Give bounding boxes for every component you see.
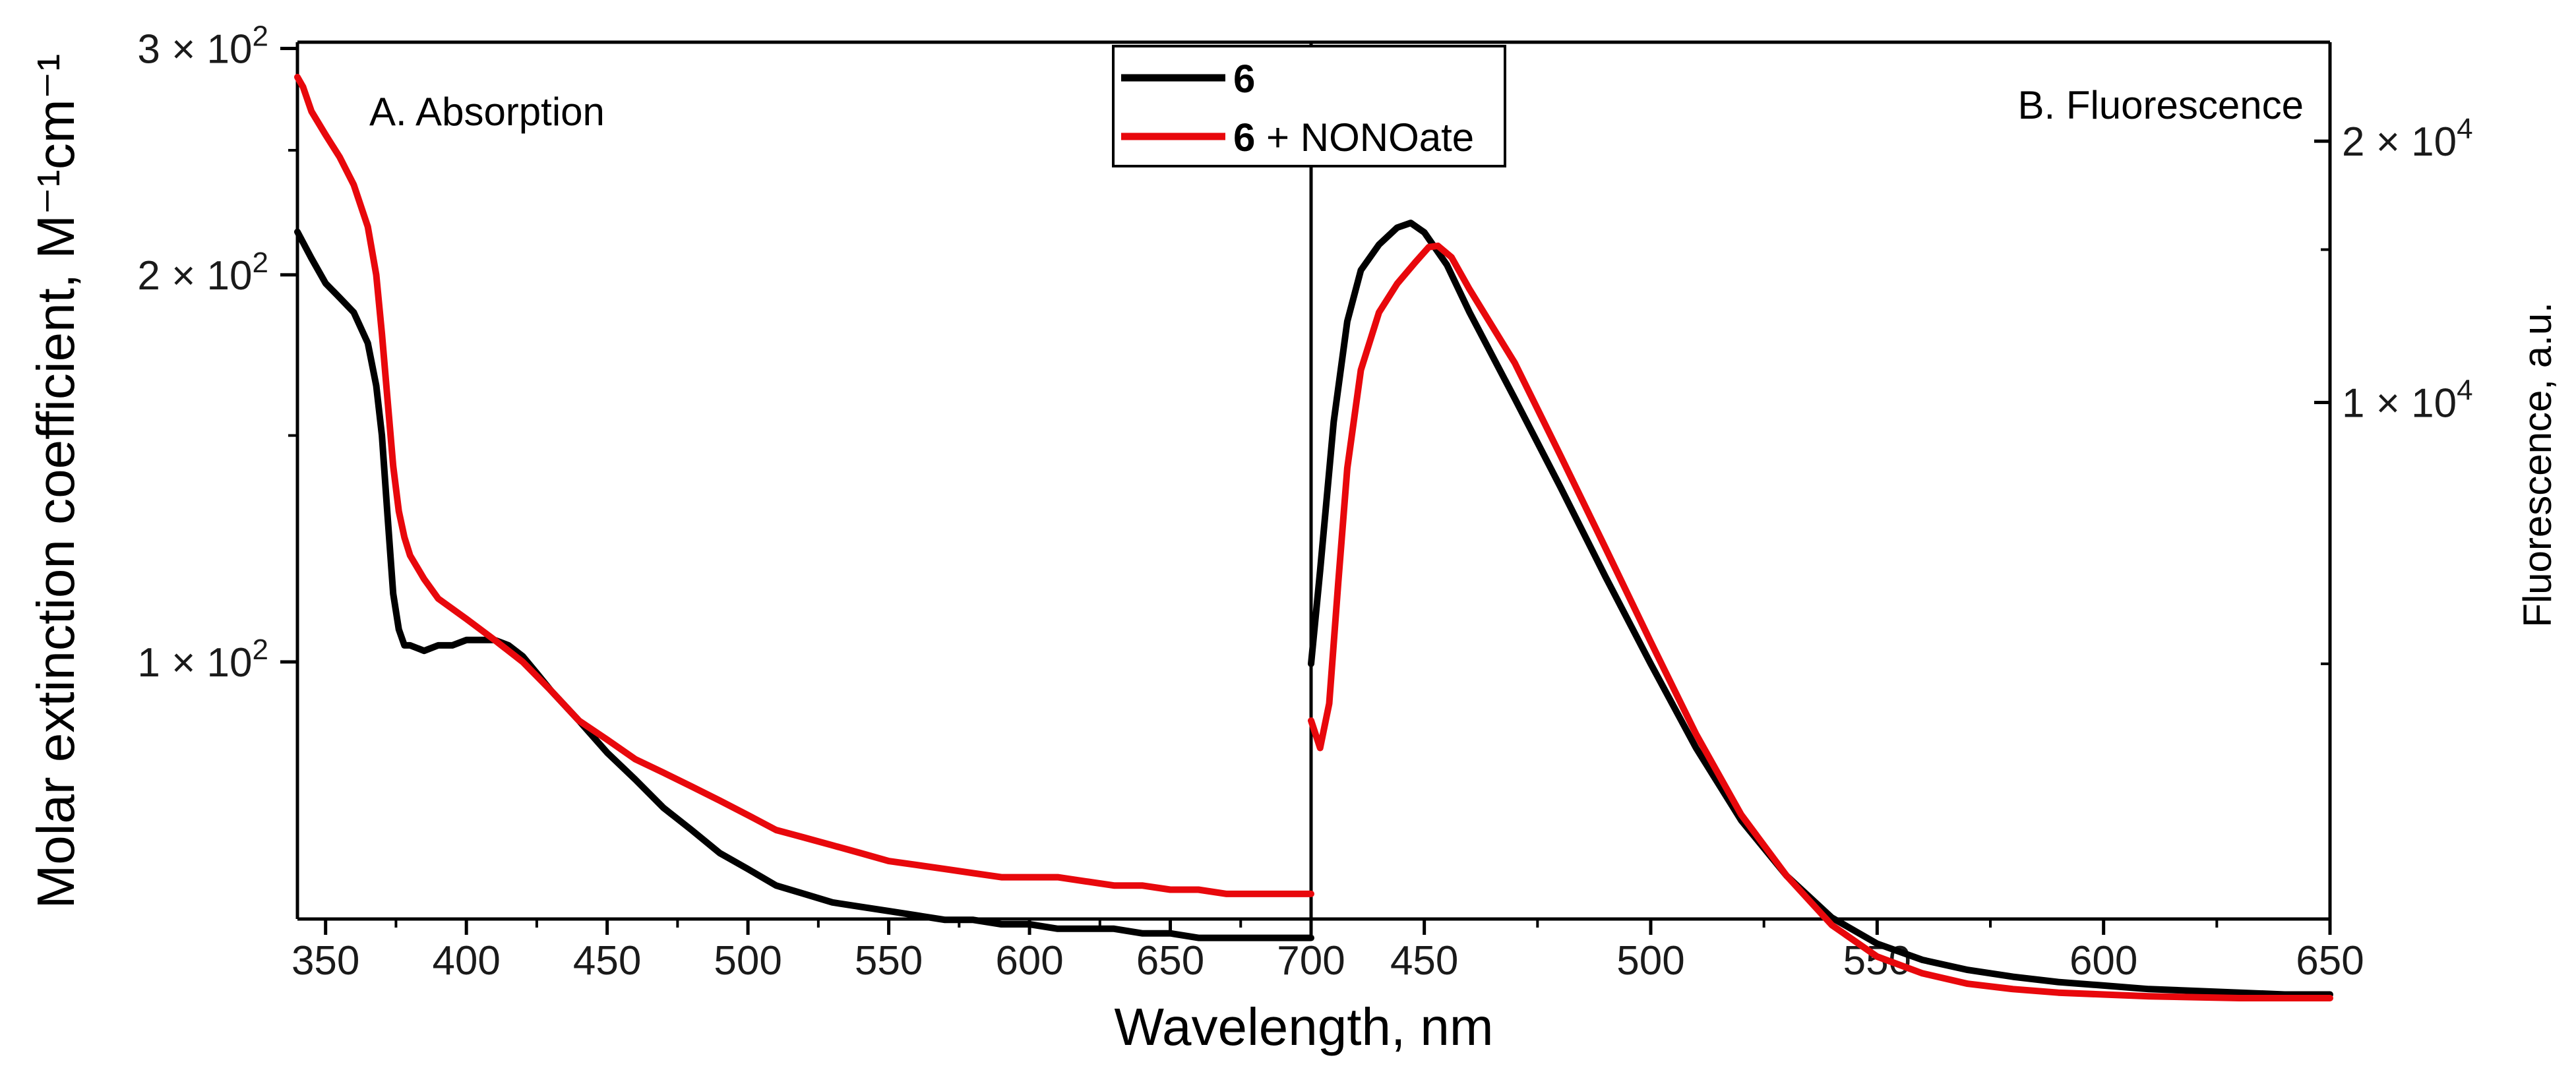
y-axis-title-right: Fluorescence, a.u. bbox=[2515, 302, 2560, 628]
y-tick-label-a-0: 1 × 102 bbox=[137, 634, 268, 686]
panel-b-label: B. Fluorescence bbox=[2017, 83, 2304, 127]
legend-label-6: 6 bbox=[1233, 57, 1255, 101]
y-tick-mantissa: 1 × 10 bbox=[137, 640, 252, 686]
y-tick-exponent: 2 bbox=[253, 634, 268, 666]
y-tick-exponent: 2 bbox=[253, 247, 268, 279]
series-line-a-6 bbox=[294, 228, 1314, 941]
x-tick-label-a-500: 500 bbox=[714, 938, 782, 984]
x-tick-label-b-500: 500 bbox=[1616, 938, 1684, 984]
y-tick-label-a-2: 3 × 102 bbox=[137, 20, 268, 73]
x-tick-label-b-650: 650 bbox=[2296, 938, 2364, 984]
x-tick-label-a-450: 450 bbox=[573, 938, 641, 984]
y-axis-title-left: Molar extinction coefficient, M⁻¹cm⁻¹ bbox=[26, 54, 85, 909]
y-tick-mantissa: 1 × 10 bbox=[2342, 380, 2457, 426]
legend-label-6-nonoate-bold: 6 bbox=[1233, 115, 1255, 160]
y-tick-exponent: 2 bbox=[253, 20, 268, 53]
legend-label-6-nonoate: 6 + NONOate bbox=[1233, 115, 1474, 160]
legend-label-6-nonoate-rest: + NONOate bbox=[1255, 115, 1474, 160]
x-tick-label-a-400: 400 bbox=[432, 938, 500, 984]
series-line-b-6-nonoate bbox=[1308, 242, 2333, 1001]
x-tick-label-b-600: 600 bbox=[2070, 938, 2137, 984]
x-tick-label-a-700: 700 bbox=[1277, 938, 1345, 984]
legend-box bbox=[1112, 45, 1506, 167]
series-line-b-6 bbox=[1308, 220, 2333, 998]
x-tick-label-a-550: 550 bbox=[855, 938, 923, 984]
y-tick-exponent: 4 bbox=[2457, 113, 2472, 145]
y-tick-mantissa: 3 × 10 bbox=[137, 27, 252, 73]
series-line-a-6-nonoate bbox=[294, 74, 1314, 897]
y-tick-label-b-1: 2 × 104 bbox=[2342, 113, 2473, 165]
y-tick-label-b-0: 1 × 104 bbox=[2342, 374, 2473, 426]
x-tick-label-a-350: 350 bbox=[291, 938, 359, 984]
x-tick-label-a-650: 650 bbox=[1136, 938, 1204, 984]
y-tick-exponent: 4 bbox=[2457, 374, 2472, 406]
legend-label-6-bold: 6 bbox=[1233, 57, 1255, 101]
legend: 6 6 + NONOate bbox=[1112, 45, 1506, 167]
y-tick-mantissa: 2 × 10 bbox=[137, 253, 252, 299]
y-tick-mantissa: 2 × 10 bbox=[2342, 119, 2457, 165]
x-axis-title: Wavelength, nm bbox=[1114, 997, 1493, 1056]
x-tick-label-a-600: 600 bbox=[995, 938, 1063, 984]
x-tick-label-b-450: 450 bbox=[1390, 938, 1458, 984]
y-tick-label-a-1: 2 × 102 bbox=[137, 247, 268, 299]
panel-a-label: A. Absorption bbox=[369, 90, 605, 134]
